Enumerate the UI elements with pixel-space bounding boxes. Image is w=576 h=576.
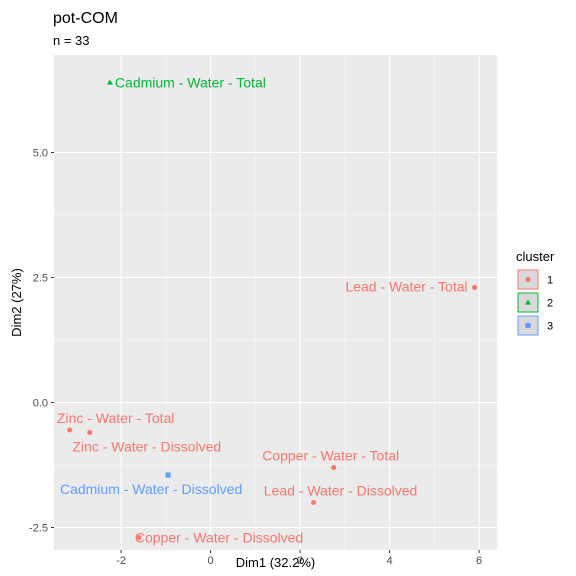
point-label: Zinc - Water - Dissolved (72, 439, 221, 455)
x-tick-label: 0 (208, 555, 214, 567)
plot-panel (54, 55, 497, 550)
y-tick-label: 2.5 (33, 273, 48, 285)
data-point (67, 427, 73, 433)
data-point (472, 284, 478, 291)
axis-ticks: -2 0 2 4 6 -2.5 0.0 2.5 5.0 (29, 148, 482, 568)
data-point (136, 534, 142, 541)
x-tick-label: 2 (297, 555, 303, 567)
x-axis-title: Dim1 (32.2%) (236, 555, 315, 570)
chart-subtitle: n = 33 (53, 33, 90, 48)
point-label: Cadmium - Water - Dissolved (60, 481, 242, 497)
y-tick-label: 0.0 (33, 398, 48, 410)
legend-label: 2 (547, 298, 553, 310)
data-point (331, 464, 337, 471)
x-tick-label: -2 (116, 555, 126, 567)
legend-label: 1 (547, 275, 553, 287)
point-label: Lead - Water - Total (345, 279, 467, 295)
data-point (310, 499, 317, 506)
legend-key-symbol (525, 299, 531, 305)
data-points: Cadmium - Water - Total Lead - Water - To… (57, 75, 478, 546)
legend: cluster 1 2 3 (516, 249, 555, 336)
data-point (87, 429, 93, 436)
y-tick-label: 5.0 (33, 148, 48, 160)
grid-lines (54, 55, 497, 550)
legend-title: cluster (516, 249, 555, 264)
point-label: Copper - Water - Total (262, 448, 399, 464)
legend-key-symbol (525, 276, 531, 283)
x-tick-label: 6 (476, 555, 482, 567)
y-axis-title: Dim2 (27%) (9, 268, 24, 337)
point-label: Cadmium - Water - Total (115, 75, 266, 91)
chart-title: pot-COM (53, 10, 118, 27)
data-point (106, 79, 113, 85)
legend-label: 3 (547, 321, 553, 333)
data-point (165, 472, 171, 478)
point-label: Zinc - Water - Total (57, 410, 174, 426)
point-label: Lead - Water - Dissolved (264, 483, 418, 499)
legend-key-symbol (525, 322, 531, 329)
y-tick-label: -2.5 (29, 523, 48, 535)
point-label: Copper - Water - Dissolved (135, 530, 303, 546)
x-tick-label: 4 (387, 555, 393, 567)
